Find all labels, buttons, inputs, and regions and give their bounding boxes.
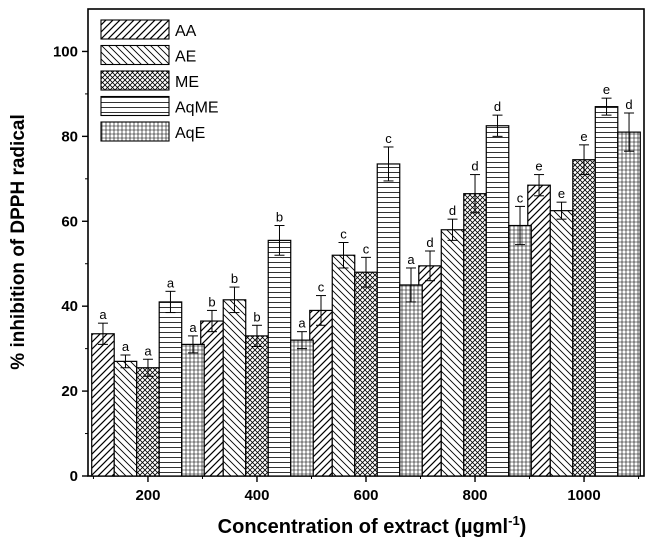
y-tick-label: 80 — [61, 128, 78, 145]
y-tick-label: 100 — [53, 43, 78, 60]
significance-label: d — [494, 99, 501, 114]
x-tick-label: 800 — [463, 487, 488, 504]
significance-label: a — [167, 275, 175, 290]
x-axis-title: Concentration of extract (µgml-1) — [218, 513, 527, 538]
significance-label: c — [340, 227, 347, 242]
x-axis-title-superscript: -1 — [508, 513, 520, 528]
bar-me-1000 — [572, 159, 596, 477]
bar-me-200 — [136, 367, 160, 477]
bar-ae-1000 — [549, 210, 574, 477]
bar-aqme-400 — [267, 239, 292, 477]
significance-label: b — [231, 271, 238, 286]
x-tick-label: 200 — [135, 487, 160, 504]
bar-ae-200 — [113, 360, 138, 477]
bar-aqme-800 — [485, 125, 510, 477]
bar-aqe-1000 — [617, 131, 641, 477]
significance-label: b — [208, 294, 215, 309]
y-tick-label: 20 — [61, 383, 78, 400]
legend-swatch-aqe — [100, 121, 170, 142]
significance-label: e — [603, 82, 610, 97]
legend-label-ae: AE — [175, 49, 196, 66]
y-axis-title: % inhibition of DPPH radical — [8, 114, 29, 369]
bar-ae-600 — [331, 254, 356, 477]
legend-swatch-aa — [100, 19, 170, 40]
bar-me-800 — [463, 193, 487, 477]
significance-label: e — [535, 159, 542, 174]
bar-aqe-800 — [508, 224, 532, 477]
significance-label: c — [363, 241, 370, 256]
significance-label: c — [517, 190, 524, 205]
bar-aqe-400 — [290, 339, 314, 477]
bar-me-600 — [354, 271, 378, 477]
significance-label: d — [426, 235, 433, 250]
y-tick-label: 60 — [61, 213, 78, 230]
significance-label: e — [580, 129, 587, 144]
x-tick-label: 600 — [353, 487, 378, 504]
legend-label-me: ME — [175, 74, 199, 91]
significance-label: d — [471, 159, 478, 174]
significance-label: c — [318, 280, 325, 295]
x-axis-title-suffix: ) — [520, 516, 527, 538]
bar-aqme-600 — [376, 163, 401, 477]
x-axis: 200 400 600 800 1000 — [92, 476, 640, 504]
significance-label: e — [558, 186, 565, 201]
significance-label: a — [144, 343, 152, 358]
bar-me-400 — [245, 335, 269, 477]
legend-label-aa: AA — [175, 23, 197, 40]
legend: AA AE ME AqME AqE — [100, 19, 219, 142]
bar-ae-800 — [440, 229, 465, 477]
x-tick-label: 1000 — [567, 487, 600, 504]
significance-label: d — [625, 97, 632, 112]
bar-aa-200 — [91, 333, 115, 477]
legend-label-aqme: AqME — [175, 100, 219, 117]
bar-aqe-200 — [181, 343, 205, 477]
bar-aqme-200 — [158, 301, 183, 477]
y-tick-label: 0 — [70, 468, 78, 485]
legend-swatch-aqme — [100, 95, 170, 117]
significance-label: a — [407, 252, 415, 267]
x-axis-title-main: Concentration of extract (µgml — [218, 516, 508, 538]
significance-label: b — [276, 210, 283, 225]
significance-label: b — [253, 309, 260, 324]
significance-label: c — [385, 131, 392, 146]
legend-label-aqe: AqE — [175, 125, 205, 142]
y-axis: 0 20 40 60 80 100 — [53, 43, 88, 485]
significance-label: d — [449, 203, 456, 218]
bar-aqe-600 — [399, 284, 423, 477]
x-tick-label: 400 — [244, 487, 269, 504]
bar-aqme-1000 — [594, 106, 619, 477]
significance-label: a — [99, 307, 107, 322]
significance-label: a — [122, 339, 130, 354]
legend-swatch-ae — [100, 44, 170, 66]
legend-swatch-me — [100, 70, 170, 91]
bar-ae-400 — [222, 299, 247, 477]
significance-label: a — [189, 320, 197, 335]
y-tick-label: 40 — [61, 298, 78, 315]
significance-label: a — [298, 316, 306, 331]
